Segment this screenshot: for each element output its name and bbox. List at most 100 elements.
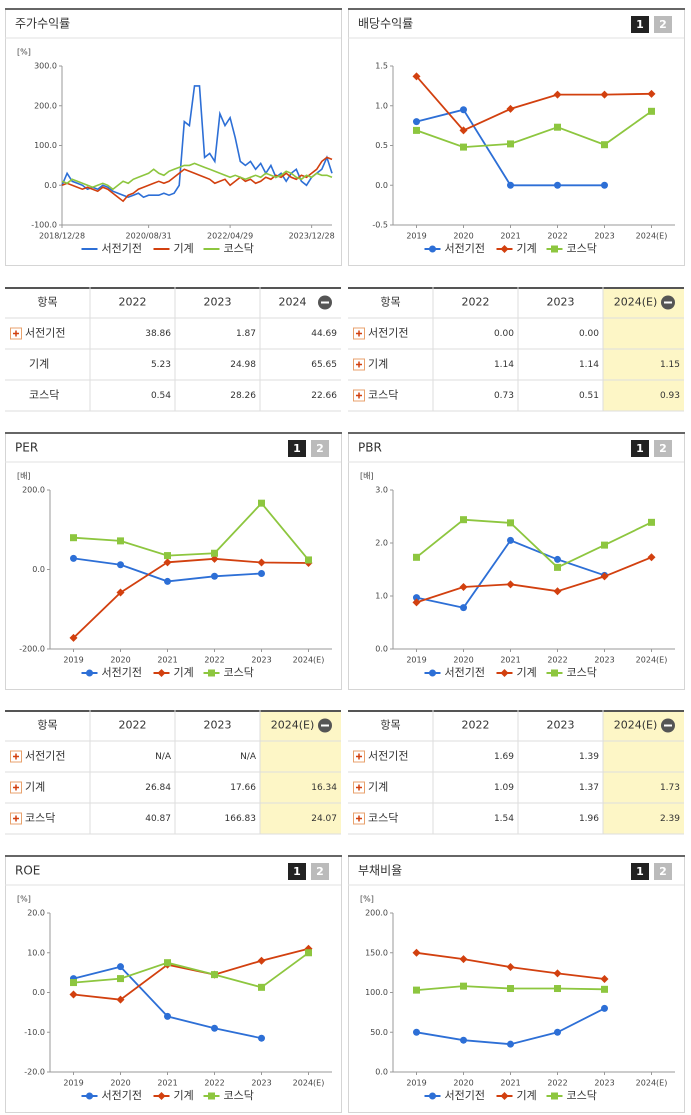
- expand-icon-plus[interactable]: [13, 330, 19, 337]
- series-line: [73, 952, 310, 989]
- tab-label[interactable]: 2: [659, 865, 667, 878]
- tab-label[interactable]: 1: [293, 865, 301, 878]
- table-header: 2022: [462, 296, 490, 309]
- tab-label[interactable]: 2: [316, 865, 324, 878]
- cell-value: 0.00: [579, 329, 599, 339]
- marker: [601, 141, 608, 149]
- marker: [258, 1034, 265, 1042]
- marker: [500, 1092, 509, 1100]
- tab-button[interactable]: [654, 16, 672, 33]
- marker: [648, 107, 655, 115]
- series-line: [416, 110, 653, 149]
- tab-button[interactable]: [654, 863, 672, 880]
- cell-value: 38.86: [145, 329, 171, 339]
- marker: [412, 948, 421, 957]
- y-tick-label: 0.0: [44, 181, 57, 190]
- tab-label[interactable]: 2: [316, 442, 324, 455]
- y-unit: [%]: [17, 48, 31, 57]
- legend-label: 코스닥: [224, 1089, 254, 1102]
- table-header: 항목: [380, 719, 400, 732]
- x-tick-label: 2020: [110, 656, 130, 665]
- expand-icon-plus[interactable]: [13, 815, 19, 822]
- expand-icon-plus[interactable]: [356, 815, 362, 822]
- marker: [600, 572, 609, 581]
- marker: [460, 516, 467, 524]
- y-unit: [%]: [360, 895, 374, 904]
- series-line: [416, 556, 652, 604]
- row-name: 코스닥: [25, 812, 55, 825]
- x-tick-label: 2024(E): [636, 1079, 668, 1088]
- tab-button[interactable]: [631, 16, 649, 33]
- cell-value: 1.73: [660, 783, 680, 793]
- table-header: 항목: [380, 296, 400, 309]
- panel-title: PER: [15, 441, 38, 455]
- tab-button[interactable]: [631, 863, 649, 880]
- cell-value: 65.65: [311, 360, 337, 370]
- tab-label[interactable]: 1: [636, 18, 644, 31]
- tab-button[interactable]: [288, 440, 306, 457]
- expand-icon-plus[interactable]: [356, 784, 362, 791]
- x-tick-label: 2020/08/31: [126, 232, 172, 241]
- marker: [500, 245, 509, 253]
- legend-label: 코스닥: [224, 242, 254, 255]
- cell-value: 24.07: [311, 814, 337, 824]
- marker: [412, 598, 421, 607]
- y-tick-label: 1.5: [375, 62, 388, 71]
- marker: [70, 554, 77, 562]
- x-tick-label: 2018/12/28: [39, 232, 85, 241]
- y-tick-label: 300.0: [34, 62, 57, 71]
- marker: [460, 143, 467, 151]
- legend-label: 코스닥: [567, 666, 597, 679]
- marker: [506, 104, 515, 113]
- table-header: 2022: [119, 296, 147, 309]
- tab-button[interactable]: [288, 863, 306, 880]
- y-tick-label: -10.0: [24, 1028, 45, 1037]
- series-line: [72, 557, 309, 639]
- marker: [412, 72, 421, 81]
- tab-label[interactable]: 1: [636, 865, 644, 878]
- series-line: [415, 75, 652, 132]
- legend-label: 기계: [174, 1089, 194, 1102]
- x-tick-label: 2019: [63, 656, 83, 665]
- y-tick-label: 1.0: [375, 592, 388, 601]
- expand-icon-plus[interactable]: [356, 330, 362, 337]
- expand-icon-plus[interactable]: [356, 361, 362, 368]
- expand-icon-plus[interactable]: [356, 392, 362, 399]
- row-name: 코스닥: [368, 812, 398, 825]
- tab-label[interactable]: 2: [659, 442, 667, 455]
- marker: [164, 577, 171, 585]
- row-name: 서전기전: [368, 750, 408, 763]
- marker: [208, 669, 215, 677]
- marker: [554, 1028, 561, 1036]
- cell-value: 16.34: [311, 783, 337, 793]
- marker: [553, 969, 562, 978]
- tab-button[interactable]: [311, 863, 329, 880]
- marker: [460, 982, 467, 990]
- marker: [648, 518, 655, 526]
- expand-icon-plus[interactable]: [13, 784, 19, 791]
- tab-button[interactable]: [631, 440, 649, 457]
- marker: [500, 669, 509, 677]
- marker: [429, 245, 436, 253]
- x-tick-label: 2023: [251, 656, 271, 665]
- y-tick-label: 150.0: [365, 948, 388, 957]
- legend-label: 기계: [174, 666, 194, 679]
- x-tick-label: 2022: [547, 656, 567, 665]
- tab-label[interactable]: 1: [293, 442, 301, 455]
- y-unit: [%]: [17, 895, 31, 904]
- tab-label[interactable]: 1: [636, 442, 644, 455]
- row-name: 기계: [25, 781, 45, 794]
- row-name: 서전기전: [368, 327, 408, 340]
- table-header: 2024(E): [614, 719, 658, 732]
- tab-button[interactable]: [654, 440, 672, 457]
- x-tick-label: 2022: [547, 1079, 567, 1088]
- cell-value: N/A: [155, 752, 172, 762]
- tab-label[interactable]: 2: [659, 18, 667, 31]
- expand-icon-plus[interactable]: [356, 753, 362, 760]
- y-tick-label: 10.0: [27, 948, 45, 957]
- marker: [507, 536, 514, 544]
- expand-icon-plus[interactable]: [13, 753, 19, 760]
- marker: [86, 669, 93, 677]
- tab-button[interactable]: [311, 440, 329, 457]
- cell-value: 17.66: [230, 783, 256, 793]
